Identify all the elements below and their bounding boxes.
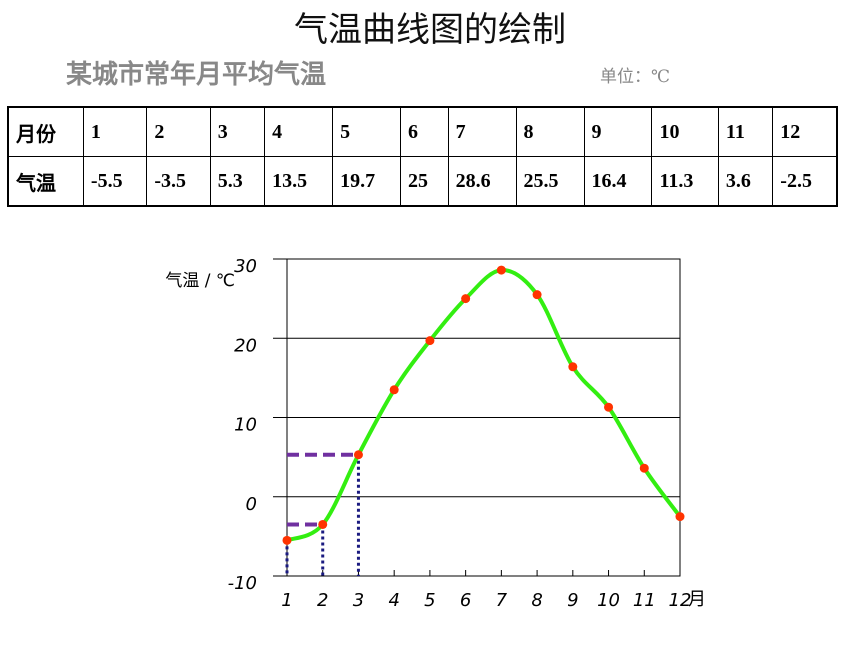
unit: 单位：℃ xyxy=(600,67,671,87)
x-axis-title: 月 xyxy=(688,589,706,610)
x-tick-label: 5 xyxy=(424,590,435,611)
temperature-cell: -3.5 xyxy=(146,156,211,207)
y-tick-label: 30 xyxy=(234,256,257,277)
curve xyxy=(286,268,682,543)
x-tick-label: 12 xyxy=(669,590,692,611)
point xyxy=(461,294,471,304)
x-tick-label: 7 xyxy=(496,590,508,611)
x-tick-label: 11 xyxy=(633,590,656,611)
x-tick-label: 10 xyxy=(597,590,620,611)
x-tick-label: 9 xyxy=(567,590,578,611)
x-tick-label: 8 xyxy=(531,590,542,611)
temperature-cell: 11.3 xyxy=(651,156,719,207)
point xyxy=(532,290,542,300)
temperature-cell: 16.4 xyxy=(583,156,653,207)
temperature-cell: 25.5 xyxy=(515,156,585,207)
month-cell: 11 xyxy=(717,106,774,157)
temperature-cell: 25 xyxy=(400,156,449,207)
y-tick-label: 0 xyxy=(246,494,257,515)
month-cell: 2 xyxy=(146,106,211,157)
subtitle: 某城市常年月平均气温 xyxy=(66,60,327,90)
y-tick-label: 10 xyxy=(234,415,257,436)
temperature-cell: 3.6 xyxy=(717,156,774,207)
x-tick-label: 1 xyxy=(281,590,292,611)
table-row: 气温 -5.5 -3.5 5.3 13.5 19.7 25 28.6 25.5 16.4 11.3 3… xyxy=(7,156,838,207)
row-header: 气温 xyxy=(7,156,84,207)
y-tick-label: 20 xyxy=(234,335,257,356)
y-axis-title: 气温 / ℃ xyxy=(165,271,235,291)
month-cell: 8 xyxy=(515,106,585,157)
point xyxy=(318,519,328,529)
month-cell: 7 xyxy=(447,106,517,157)
x-tick-label: 4 xyxy=(388,590,399,611)
point xyxy=(425,336,435,346)
temperature-cell: -5.5 xyxy=(82,156,148,207)
point xyxy=(675,512,685,522)
month-cell: 4 xyxy=(264,106,334,157)
month-cell: 5 xyxy=(332,106,402,157)
point xyxy=(604,402,614,412)
data-table: 月份 1 2 3 4 5 6 7 8 9 10 11 12 气温 -5.5 -3.5 5.3 13.5 19.7 2… xyxy=(7,106,838,207)
x-tick-label: 2 xyxy=(317,590,328,611)
month-cell: 12 xyxy=(772,106,838,157)
point xyxy=(496,265,506,275)
temperature-cell: -2.5 xyxy=(772,156,838,207)
row-header: 月份 xyxy=(7,106,84,157)
point xyxy=(353,450,363,460)
title: 气温曲线图的绘制 xyxy=(294,10,566,50)
point xyxy=(568,362,578,372)
month-cell: 1 xyxy=(82,106,148,157)
point xyxy=(639,463,649,473)
month-cell: 3 xyxy=(209,106,266,157)
y-tick-label: -10 xyxy=(228,573,257,594)
point xyxy=(389,385,399,395)
x-tick-label: 6 xyxy=(460,590,471,611)
temperature-cell: 13.5 xyxy=(264,156,334,207)
month-cell: 10 xyxy=(651,106,719,157)
point xyxy=(282,535,292,545)
temperature-cell: 19.7 xyxy=(332,156,402,207)
month-cell: 9 xyxy=(583,106,653,157)
temperature-cell: 5.3 xyxy=(209,156,266,207)
table-row: 月份 1 2 3 4 5 6 7 8 9 10 11 12 xyxy=(7,106,838,157)
temperature-cell: 28.6 xyxy=(447,156,517,207)
x-tick-label: 3 xyxy=(353,590,364,611)
